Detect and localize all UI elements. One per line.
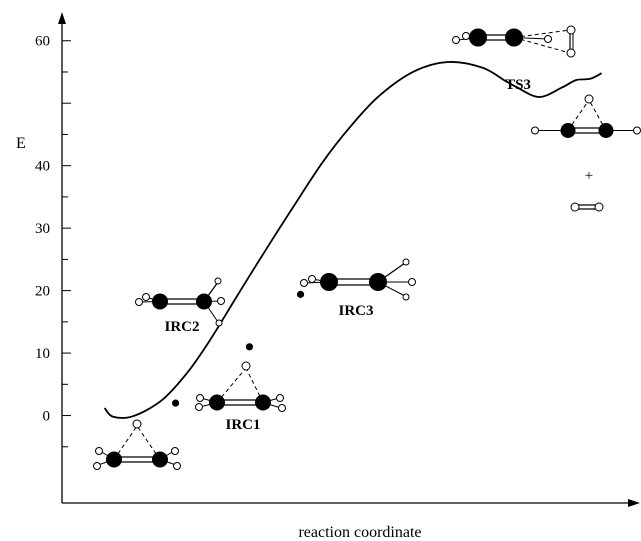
y-axis-title: E [16, 135, 26, 152]
label-irc2: IRC2 [164, 319, 199, 335]
x-axis-title: reaction coordinate [298, 524, 421, 541]
curve-point [297, 291, 304, 298]
molecule-ts3 [453, 26, 576, 57]
molecule-irc1 [196, 362, 286, 412]
molecule-irc3 [301, 259, 416, 300]
y-tick-label: 20 [35, 284, 50, 300]
y-tick-label: 30 [35, 221, 50, 237]
curve-point [246, 343, 253, 350]
series-line [105, 62, 602, 418]
molecule-h2 [571, 203, 603, 211]
marked-points [172, 291, 304, 407]
curve-point [172, 399, 179, 406]
label-irc3: IRC3 [338, 303, 373, 319]
label-plus: + [585, 168, 593, 184]
y-tick-label: 10 [35, 346, 50, 362]
label-ts3: TS3 [505, 77, 531, 93]
y-tick-labels: 0 10 20 30 40 60 [35, 34, 50, 425]
y-tick-label: 60 [35, 34, 50, 50]
y-tick-label: 40 [35, 159, 50, 175]
y-ticks [62, 41, 71, 447]
y-axis-arrow-icon [58, 12, 66, 24]
molecule-product [532, 95, 641, 138]
label-irc1: IRC1 [225, 417, 260, 433]
x-axis-arrow-icon [628, 499, 640, 507]
molecule-reactant [94, 420, 181, 470]
y-tick-label: 0 [43, 409, 51, 425]
